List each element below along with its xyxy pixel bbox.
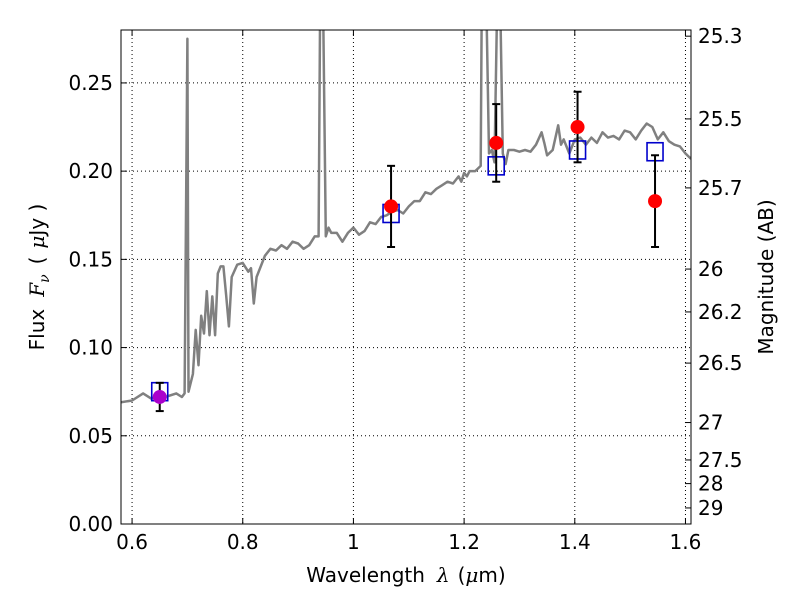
- x-tick-label: 1: [347, 530, 360, 554]
- y-tick-label: 0.05: [68, 424, 113, 448]
- axes: 0.6 0.8 1 1.2 1.4 1.6 0.00 0.05 0.10 0.15 0.20 0.25…: [68, 24, 742, 554]
- observed-point: [489, 135, 504, 150]
- x-axis-title: Wavelength λ (μm): [306, 563, 505, 587]
- grid: [121, 30, 691, 524]
- y2-axis-title: Magnitude (AB): [754, 199, 778, 354]
- plot-frame: [120, 29, 692, 525]
- y2-tick-label: 27: [698, 411, 723, 435]
- observed-point: [152, 389, 167, 404]
- observed-point: [384, 199, 399, 214]
- x-tick-label: 1.4: [559, 530, 591, 554]
- y2-tick-label: 28: [698, 472, 723, 496]
- plot-area: [121, 30, 691, 413]
- y-axis-title: FluxFν(μJy ): [25, 204, 53, 351]
- y2-tick-label: 26: [698, 257, 723, 281]
- y2-tick-label: 26.2: [698, 300, 743, 324]
- y-tick-label: 0.15: [68, 247, 113, 271]
- x-tick-label: 0.8: [227, 530, 259, 554]
- y-tick-label: 0.20: [68, 159, 113, 183]
- y2-tick-label: 26.5: [698, 351, 743, 375]
- y-tick-label: 0.00: [68, 512, 113, 536]
- y2-tick-label: 29: [698, 496, 723, 520]
- y2-tick-label: 25.5: [698, 107, 743, 131]
- observed-point: [648, 194, 663, 209]
- x-tick-label: 0.6: [116, 530, 148, 554]
- x-tick-label: 1.6: [670, 530, 702, 554]
- spectrum-line: [121, 30, 691, 404]
- observed-point: [570, 120, 585, 135]
- y2-tick-label: 27.5: [698, 448, 743, 472]
- y2-tick-label: 25.7: [698, 176, 743, 200]
- y2-tick-label: 25.3: [698, 24, 743, 48]
- y-tick-label: 0.25: [68, 71, 113, 95]
- x-tick-label: 1.2: [448, 530, 480, 554]
- y-tick-label: 0.10: [68, 336, 113, 360]
